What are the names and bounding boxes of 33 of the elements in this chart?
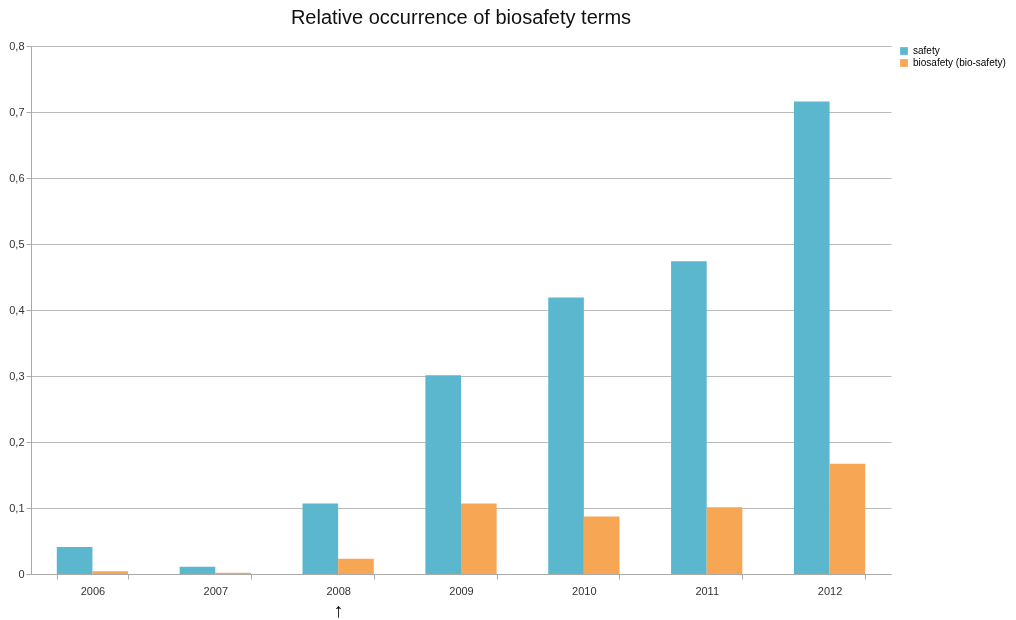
bar xyxy=(793,101,830,574)
chart-title: Relative occurrence of biosafety terms xyxy=(290,6,632,28)
bar xyxy=(92,571,129,574)
bar xyxy=(671,261,707,574)
text: ↑ xyxy=(333,599,344,620)
x-tick-label: 2006 xyxy=(80,584,106,597)
x-tick-label: 2008 xyxy=(326,584,351,597)
bar xyxy=(548,297,584,574)
legend-label: safety xyxy=(913,45,940,56)
y-tick-label: 0,7 xyxy=(9,105,25,118)
x-tick-label: 2009 xyxy=(449,584,474,597)
bar xyxy=(583,516,620,574)
x-tick-label: 2010 xyxy=(572,584,597,597)
bar xyxy=(425,375,461,574)
y-tick-label: 0,4 xyxy=(9,303,25,316)
bar xyxy=(706,507,743,574)
y-tick-label: 0,8 xyxy=(9,39,25,52)
y-tick-label: 0,3 xyxy=(9,369,25,382)
x-tick-label: 2011 xyxy=(695,584,720,597)
y-tick-label: 0,5 xyxy=(9,237,25,250)
bar xyxy=(338,558,374,574)
bar xyxy=(302,503,339,574)
y-tick-label: 0,6 xyxy=(9,171,25,184)
bar xyxy=(829,463,866,574)
y-tick-label: 0,2 xyxy=(9,435,25,448)
bar xyxy=(56,546,93,574)
y-tick-label: 0,1 xyxy=(9,501,25,514)
x-tick-label: 2012 xyxy=(817,584,843,597)
legend-label: biosafety (bio-safety) xyxy=(913,57,1006,68)
x-tick-label: 2007 xyxy=(203,584,229,597)
bar xyxy=(461,503,497,574)
y-tick-label: 0 xyxy=(18,567,25,580)
bar xyxy=(179,566,216,574)
